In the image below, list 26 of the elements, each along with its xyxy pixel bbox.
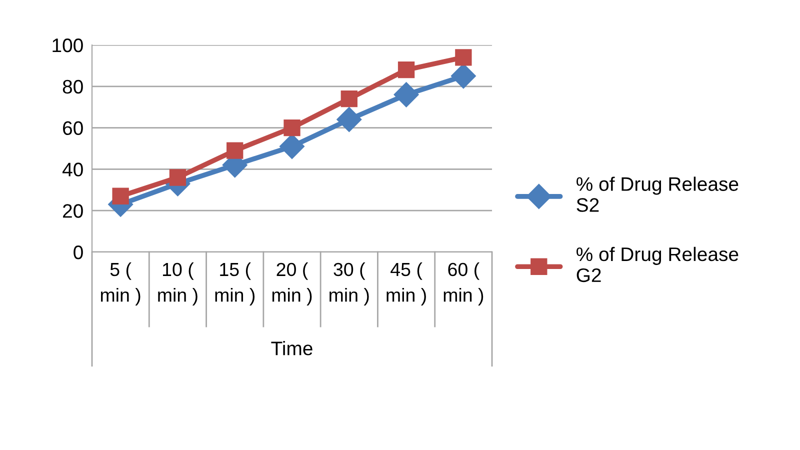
y-tick-label: 60 [63, 121, 83, 136]
point [340, 90, 358, 108]
point [112, 188, 129, 204]
x-tick-label: 10 ( min ) [158, 262, 198, 306]
y-tick-label: 80 [62, 80, 83, 94]
point [336, 107, 362, 132]
x-axis-title: Time [271, 341, 312, 356]
point [226, 142, 244, 159]
y-tick-label: 0 [74, 245, 83, 260]
point [284, 119, 300, 136]
x-tick-label: 45 ( min ) [386, 262, 426, 306]
x-tick-label: 15 ( min ) [215, 262, 255, 306]
point [169, 169, 186, 186]
x-tick-label: 5 ( min ) [100, 262, 140, 306]
point [398, 62, 415, 78]
y-tick-label: 100 [52, 38, 83, 52]
x-tick-label: 30 ( min ) [330, 262, 369, 306]
point [450, 64, 476, 89]
legend-label: % of Drug Release G2 [576, 246, 738, 282]
legend-label: % of Drug Release S2 [576, 176, 738, 212]
x-tick-label: 60 ( min ) [444, 262, 484, 306]
point [455, 49, 472, 66]
x-tick-label: 20 ( min ) [272, 262, 312, 306]
point [394, 82, 419, 108]
y-tick-label: 40 [62, 162, 83, 176]
y-tick-label: 20 [63, 204, 83, 218]
